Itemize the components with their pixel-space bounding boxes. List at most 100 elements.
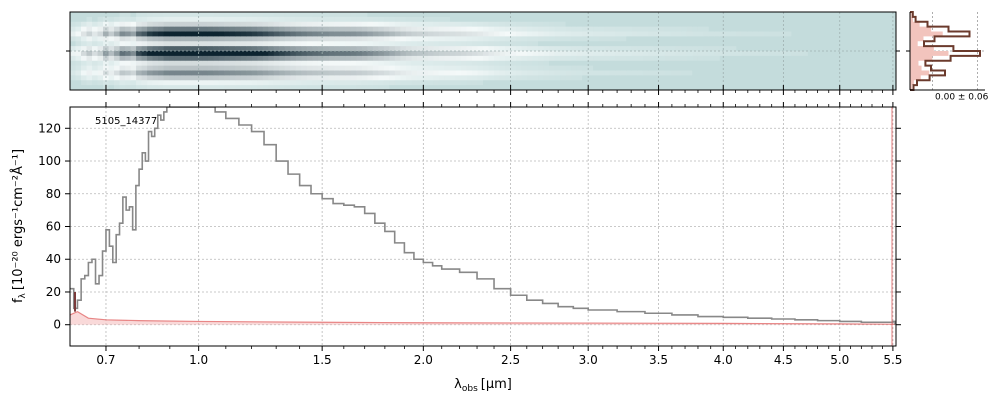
heatmap-cell [229,51,236,57]
heatmap-cell [103,75,110,81]
y-tick-label: 40 [46,252,61,266]
heatmap-cell [97,26,104,32]
heatmap-cell [703,65,710,71]
heatmap-cell [637,12,644,18]
heatmap-cell [262,65,269,71]
heatmap-cell [416,85,424,90]
heatmap-cell [747,80,754,86]
heatmap-cell [593,60,600,67]
heatmap-cell [268,51,275,57]
heatmap-cell [565,55,572,62]
heatmap-cell [86,85,93,90]
heatmap-cell [75,46,82,52]
heatmap-cell [851,21,859,28]
heatmap-cell [659,16,666,23]
heatmap-cell [807,75,814,81]
heatmap-cell [747,16,754,23]
heatmap-cell [163,16,170,23]
heatmap-cell [565,70,572,76]
heatmap-cell [306,36,313,42]
heatmap-cell [130,65,137,71]
heatmap-cell [174,85,181,90]
heatmap-cell [130,70,137,76]
heatmap-cell [174,36,181,42]
heatmap-cell [554,46,561,52]
heatmap-cell [75,16,82,23]
heatmap-cell [114,60,121,67]
heatmap-cell [394,21,401,28]
heatmap-cell [169,21,176,28]
heatmap-cell [516,31,523,37]
heatmap-cell [659,55,666,62]
heatmap-cell [593,85,600,90]
heatmap-cell [136,41,143,47]
heatmap-cell [653,55,660,62]
heatmap-cell [879,51,886,57]
y-axis-label-subscript: λ [18,292,28,298]
heatmap-cell [301,36,308,42]
heatmap-cell [268,31,275,37]
heatmap-cell [840,55,848,62]
heatmap-cell [818,85,826,90]
heatmap-cell [527,55,534,62]
heatmap-cell [653,80,660,86]
heatmap-cell [317,85,324,90]
heatmap-cell [75,80,82,86]
heatmap-cell [582,51,589,57]
heatmap-cell [769,21,776,28]
heatmap-cell [824,46,831,52]
heatmap-cell [268,60,275,67]
heatmap-cell [780,16,787,23]
heatmap-cell [670,85,677,90]
heatmap-cell [240,21,247,28]
heatmap-cell [851,41,859,47]
heatmap-cell [763,31,770,37]
heatmap-cell [681,80,688,86]
heatmap-cell [719,60,726,67]
2d-spectrum-grid [70,12,896,90]
heatmap-cell [367,60,374,67]
heatmap-cell [532,21,539,28]
heatmap-cell [284,46,291,52]
heatmap-cell [521,41,528,47]
heatmap-cell [235,80,242,86]
heatmap-cell [736,41,743,47]
heatmap-cell [97,51,104,57]
heatmap-cell [284,16,291,23]
heatmap-cell [290,16,297,23]
heatmap-cell [840,60,848,67]
heatmap-cell [499,16,506,23]
heatmap-cell [736,60,743,67]
heatmap-cell [389,65,396,71]
heatmap-cell [675,12,682,18]
heatmap-cell [191,51,198,57]
heatmap-cell [609,60,616,67]
heatmap-cell [807,41,814,47]
heatmap-cell [125,60,132,67]
heatmap-cell [224,65,231,71]
heatmap-cell [494,26,501,32]
heatmap-cell [609,12,616,18]
heatmap-cell [235,65,242,71]
heatmap-cell [378,60,385,67]
heatmap-cell [240,31,247,37]
heatmap-cell [235,85,242,90]
heatmap-cell [284,55,291,62]
heatmap-cell [560,21,567,28]
heatmap-cell [587,16,594,23]
heatmap-cell [411,65,418,71]
heatmap-cell [416,26,424,32]
heatmap-cell [70,51,77,57]
heatmap-cell [185,60,192,67]
heatmap-cell [884,12,892,18]
heatmap-cell [405,12,413,18]
heatmap-cell [587,46,594,52]
heatmap-cell [576,65,583,71]
heatmap-cell [213,21,220,28]
heatmap-cell [191,70,198,76]
heatmap-cell [438,70,446,76]
heatmap-cell [565,36,572,42]
heatmap-cell [780,55,787,62]
heatmap-cell [389,51,396,57]
heatmap-cell [642,41,649,47]
